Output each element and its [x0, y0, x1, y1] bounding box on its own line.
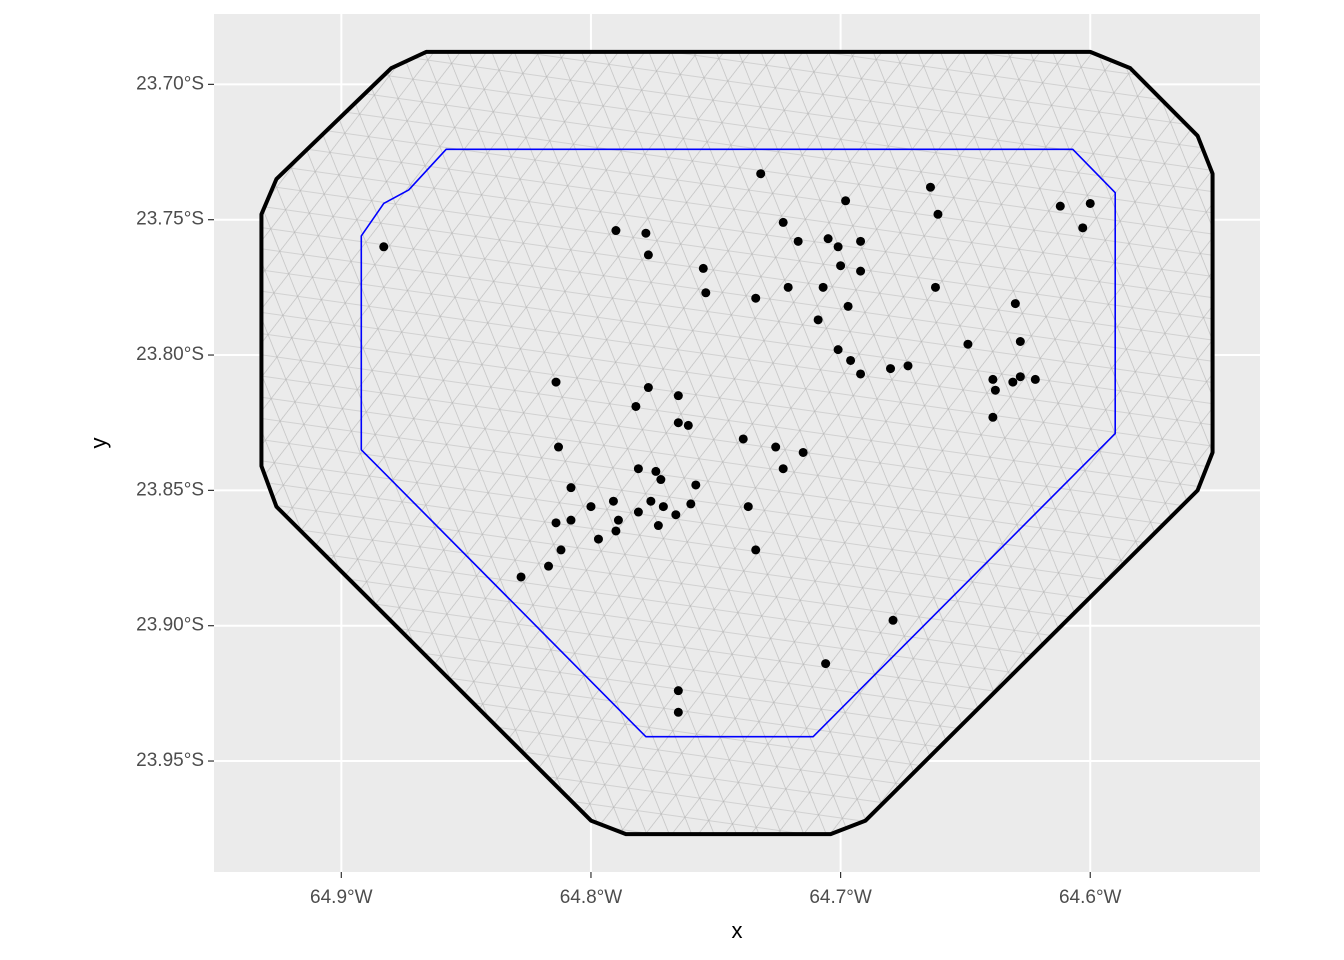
- point: [651, 466, 661, 476]
- point: [1078, 223, 1088, 233]
- point: [988, 374, 998, 384]
- point: [1085, 198, 1095, 208]
- point: [379, 242, 389, 252]
- point: [633, 464, 643, 474]
- point: [586, 502, 596, 512]
- point: [930, 282, 940, 292]
- x-tick-label: 64.9°W: [310, 887, 373, 908]
- point: [756, 169, 766, 179]
- point: [566, 483, 576, 493]
- point: [846, 355, 856, 365]
- y-tick-label: 23.90°S: [136, 615, 204, 636]
- point: [841, 196, 851, 206]
- point: [778, 464, 788, 474]
- point: [673, 707, 683, 717]
- x-axis-title: x: [732, 918, 743, 943]
- point: [813, 315, 823, 325]
- y-tick-label: 23.70°S: [136, 73, 204, 94]
- x-tick-label: 64.6°W: [1059, 887, 1122, 908]
- point: [833, 345, 843, 355]
- point: [701, 288, 711, 298]
- point: [611, 226, 621, 236]
- point: [888, 615, 898, 625]
- point: [686, 499, 696, 509]
- point: [691, 480, 701, 490]
- point: [611, 526, 621, 536]
- point: [673, 686, 683, 696]
- point: [818, 282, 828, 292]
- point: [516, 572, 526, 582]
- point: [613, 515, 623, 525]
- point: [933, 209, 943, 219]
- point: [793, 236, 803, 246]
- point: [843, 301, 853, 311]
- point: [653, 521, 663, 531]
- point: [836, 261, 846, 271]
- point: [566, 515, 576, 525]
- point: [656, 475, 666, 485]
- point: [751, 293, 761, 303]
- boundary: [360, 148, 1117, 738]
- point: [673, 418, 683, 428]
- point: [646, 496, 656, 506]
- y-tick-label: 23.75°S: [136, 209, 204, 230]
- point: [554, 442, 564, 452]
- point: [743, 502, 753, 512]
- point: [778, 217, 788, 227]
- point: [641, 228, 651, 238]
- point: [1030, 374, 1040, 384]
- point: [823, 234, 833, 244]
- point: [1015, 372, 1025, 382]
- point: [544, 561, 554, 571]
- point: [643, 383, 653, 393]
- point: [658, 502, 668, 512]
- point: [643, 250, 653, 260]
- point: [903, 361, 913, 371]
- point: [856, 236, 866, 246]
- point: [556, 545, 566, 555]
- point: [551, 518, 561, 528]
- point: [1008, 377, 1018, 387]
- point: [1055, 201, 1065, 211]
- point: [990, 385, 1000, 395]
- point: [751, 545, 761, 555]
- point: [833, 242, 843, 252]
- y-tick-label: 23.80°S: [136, 344, 204, 365]
- point: [698, 263, 708, 273]
- x-tick-label: 64.8°W: [560, 887, 623, 908]
- point: [771, 442, 781, 452]
- point: [673, 391, 683, 401]
- point: [925, 182, 935, 192]
- point: [821, 659, 831, 669]
- y-tick-label: 23.95°S: [136, 750, 204, 771]
- point: [1015, 337, 1025, 347]
- point: [631, 401, 641, 411]
- point: [1010, 299, 1020, 309]
- point: [608, 496, 618, 506]
- point: [856, 266, 866, 276]
- x-tick-label: 64.7°W: [809, 887, 872, 908]
- y-axis-title: y: [86, 438, 111, 449]
- point: [856, 369, 866, 379]
- point: [671, 510, 681, 520]
- point: [963, 339, 973, 349]
- point: [551, 377, 561, 387]
- point: [988, 412, 998, 422]
- boundary: [259, 49, 1215, 837]
- point: [738, 434, 748, 444]
- point: [798, 447, 808, 457]
- point: [633, 507, 643, 517]
- point: [886, 364, 896, 374]
- point: [593, 534, 603, 544]
- point: [783, 282, 793, 292]
- y-tick-label: 23.85°S: [136, 479, 204, 500]
- point: [683, 420, 693, 430]
